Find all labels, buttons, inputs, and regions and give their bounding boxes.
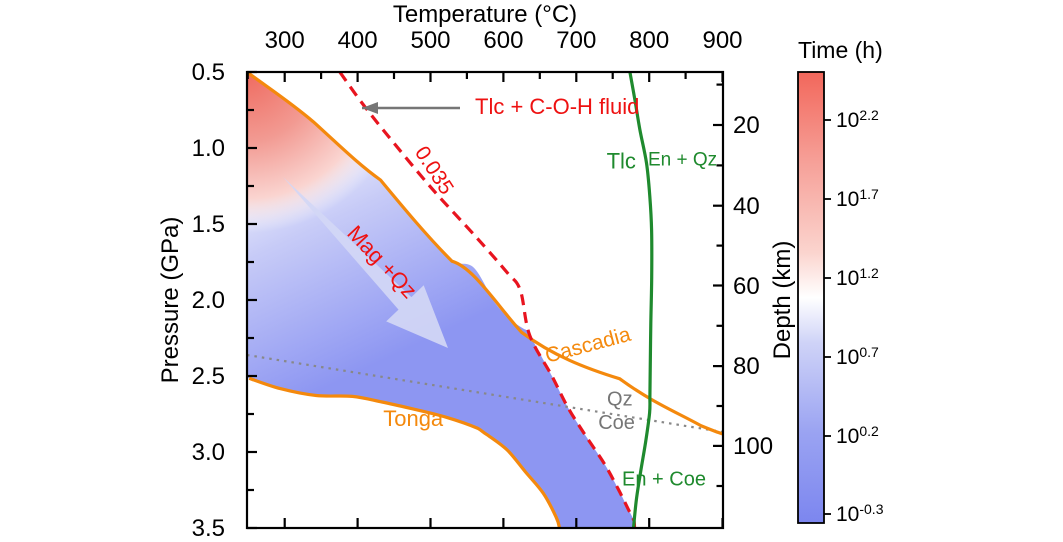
svg-text:400: 400 — [338, 27, 378, 54]
svg-text:40: 40 — [733, 193, 760, 220]
svg-text:1.0: 1.0 — [192, 135, 225, 162]
svg-text:En + Coe: En + Coe — [622, 469, 706, 491]
svg-text:Tlc: Tlc — [607, 148, 636, 173]
svg-text:Qz: Qz — [607, 388, 633, 410]
svg-text:Tonga: Tonga — [383, 406, 444, 431]
svg-text:3.5: 3.5 — [192, 515, 225, 542]
svg-text:60: 60 — [733, 273, 760, 300]
svg-text:900: 900 — [702, 27, 742, 54]
svg-text:700: 700 — [556, 27, 596, 54]
svg-text:Time (h): Time (h) — [798, 37, 883, 63]
svg-text:20: 20 — [733, 112, 760, 139]
svg-text:300: 300 — [265, 27, 305, 54]
svg-text:600: 600 — [483, 27, 523, 54]
svg-text:Coe: Coe — [598, 412, 635, 434]
svg-text:800: 800 — [629, 27, 669, 54]
svg-text:80: 80 — [733, 353, 760, 380]
svg-text:Depth (km): Depth (km) — [769, 241, 796, 360]
svg-text:2.0: 2.0 — [192, 287, 225, 314]
svg-text:En + Qz: En + Qz — [648, 150, 717, 171]
svg-text:Tlc + C-O-H fluid: Tlc + C-O-H fluid — [475, 94, 639, 119]
svg-text:2.5: 2.5 — [192, 363, 225, 390]
svg-text:500: 500 — [410, 27, 450, 54]
svg-text:Temperature (°C): Temperature (°C) — [393, 1, 577, 28]
svg-text:1.5: 1.5 — [192, 211, 225, 238]
svg-text:Pressure (GPa): Pressure (GPa) — [157, 217, 184, 384]
svg-text:0.5: 0.5 — [192, 59, 225, 86]
svg-text:100: 100 — [733, 433, 773, 460]
svg-text:3.0: 3.0 — [192, 439, 225, 466]
